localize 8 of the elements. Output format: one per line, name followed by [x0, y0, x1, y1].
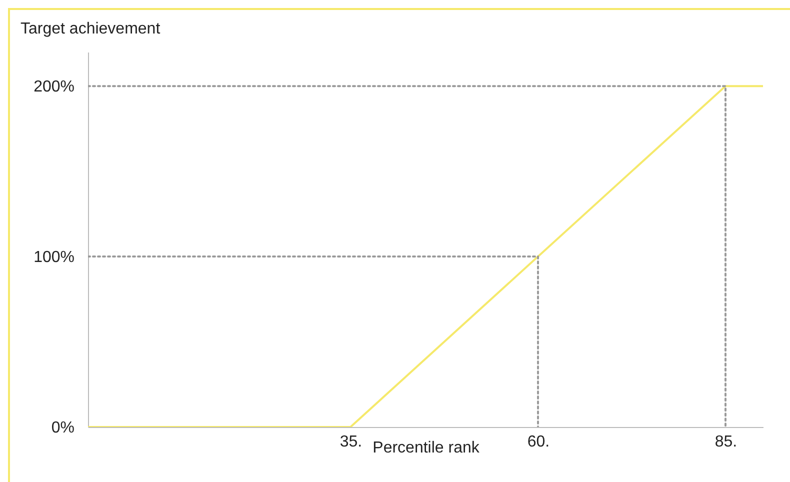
x-tick-label: 85.	[714, 434, 738, 450]
y-tick-label: 200%	[34, 78, 74, 96]
x-axis-title: Percentile rank	[372, 440, 480, 456]
y-axis-title: Target achievement	[20, 20, 161, 38]
x-tick-label: 35.	[340, 434, 362, 450]
y-tick-label: 100%	[34, 249, 74, 266]
y-tick-label: 0%	[51, 420, 74, 436]
x-tick-label: 60.	[527, 434, 550, 450]
